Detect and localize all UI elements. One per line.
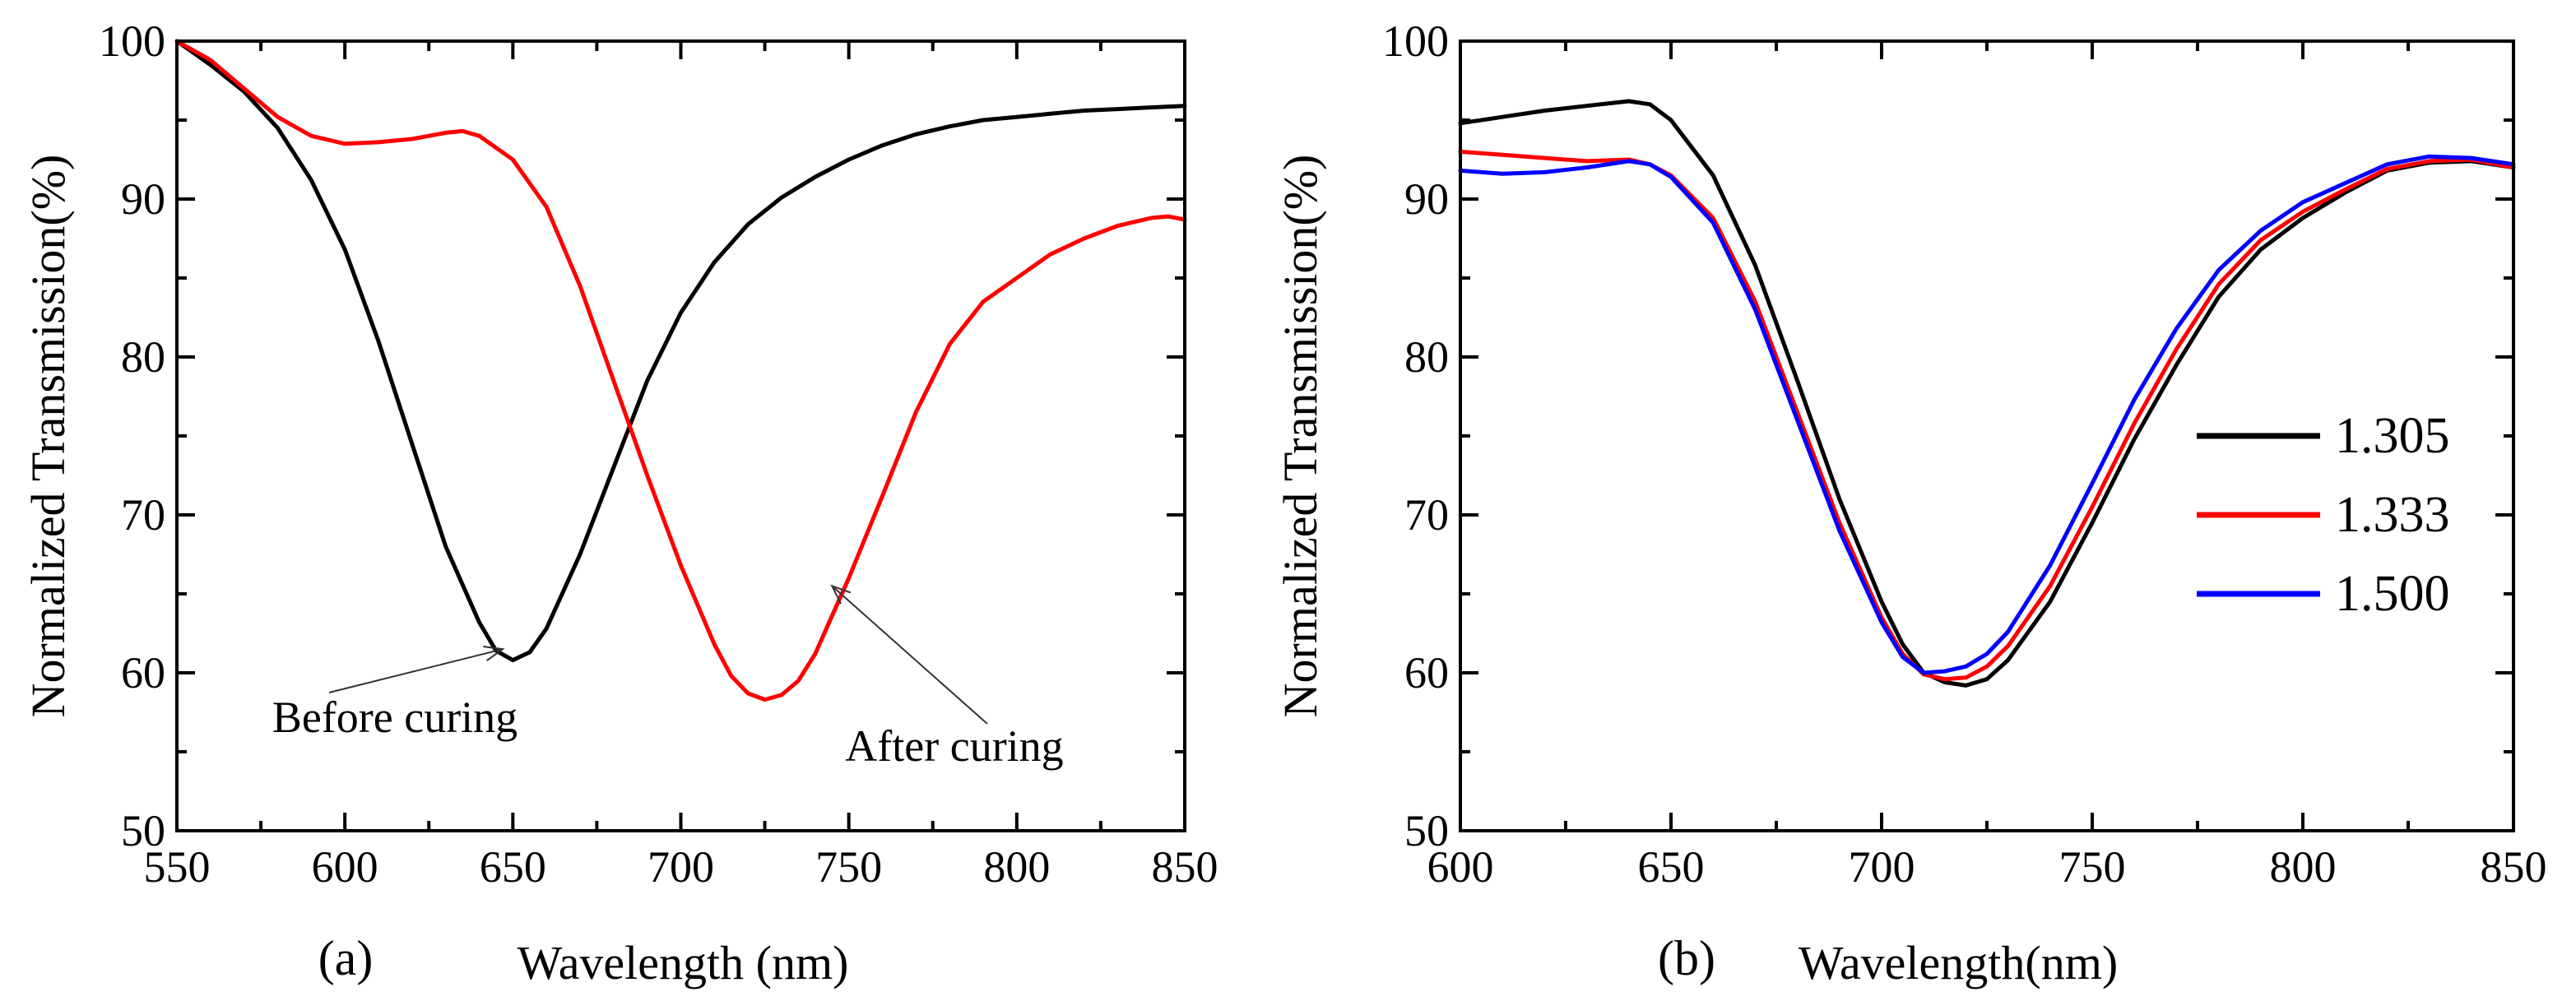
- y-tick-label: 100: [99, 16, 165, 66]
- legend-label: 1.305: [2335, 408, 2450, 464]
- annotation-arrow-line: [831, 585, 988, 725]
- panel-a-chart: 550 600 650 700 750 800 850 50 60 70 80 90 100 Norma…: [21, 16, 1218, 989]
- x-tick-label: 550: [144, 842, 211, 892]
- x-tick-label: 600: [312, 842, 378, 892]
- panel-a-ticks: [175, 39, 1186, 832]
- panel-b-x-axis-title: Wavelength(nm): [1799, 936, 2118, 989]
- panel-a-tag: (a): [318, 931, 374, 985]
- y-tick-label: 70: [121, 490, 165, 540]
- annotation-arrowhead: [830, 584, 852, 605]
- y-tick-label: 50: [1404, 806, 1449, 855]
- x-tick-label: 700: [1849, 842, 1915, 892]
- x-tick-label: 650: [480, 842, 546, 892]
- series-line-1-305: [1458, 99, 2516, 688]
- y-tick-label: 50: [121, 806, 165, 855]
- panel-a-series: [174, 39, 1187, 702]
- legend-label: 1.333: [2335, 487, 2450, 543]
- x-tick-label: 850: [2481, 842, 2547, 892]
- panel-a-tick-labels: 550 600 650 700 750 800 850 50 60 70 80 90 100: [99, 16, 1218, 892]
- y-tick-label: 80: [121, 332, 165, 382]
- x-tick-label: 850: [1152, 842, 1218, 892]
- annotation-label: After curing: [845, 721, 1063, 771]
- series-line-after-curing: [174, 39, 1187, 702]
- y-tick-label: 90: [121, 174, 165, 224]
- y-tick-label: 80: [1404, 332, 1449, 382]
- annotation-label: Before curing: [272, 693, 518, 742]
- x-tick-label: 700: [647, 842, 714, 892]
- y-tick-label: 70: [1404, 490, 1449, 540]
- x-tick-label: 750: [815, 842, 882, 892]
- y-tick-label: 60: [1404, 648, 1449, 697]
- panel-b-ticks: [1459, 39, 2515, 832]
- x-tick-label: 600: [1427, 842, 1494, 892]
- annotation-arrowhead: [483, 646, 505, 662]
- panel-b-tick-labels: 600 650 700 750 800 850 50 60 70 80 90 100: [1382, 16, 2547, 892]
- y-tick-label: 100: [1382, 16, 1449, 66]
- legend-label: 1.500: [2335, 566, 2450, 622]
- y-tick-label: 60: [121, 648, 165, 697]
- panel-b-y-axis-title: Normalized Transmission(%): [1274, 155, 1327, 718]
- panel-b-chart: 600 650 700 750 800 850 50 60 70 80 90 100 Normaliz…: [1274, 16, 2547, 989]
- x-tick-label: 800: [2270, 842, 2337, 892]
- series-line-before-curing: [174, 39, 1187, 663]
- annotation-arrow-line: [328, 648, 504, 693]
- panel-a-annotations: Before curing After curing: [272, 584, 1064, 771]
- panel-b-legend: 1.305 1.333 1.500: [2197, 408, 2450, 622]
- panel-b-tag: (b): [1658, 931, 1715, 985]
- panel-a-x-axis-title: Wavelength (nm): [518, 936, 849, 989]
- x-tick-label: 750: [2059, 842, 2126, 892]
- panel-b-series: [1458, 99, 2516, 688]
- series-line-1-500: [1458, 154, 2516, 675]
- y-tick-label: 90: [1404, 174, 1449, 224]
- x-tick-label: 800: [983, 842, 1050, 892]
- x-tick-label: 650: [1638, 842, 1705, 892]
- panel-a-y-axis-title: Normalized Transmission(%): [21, 155, 75, 718]
